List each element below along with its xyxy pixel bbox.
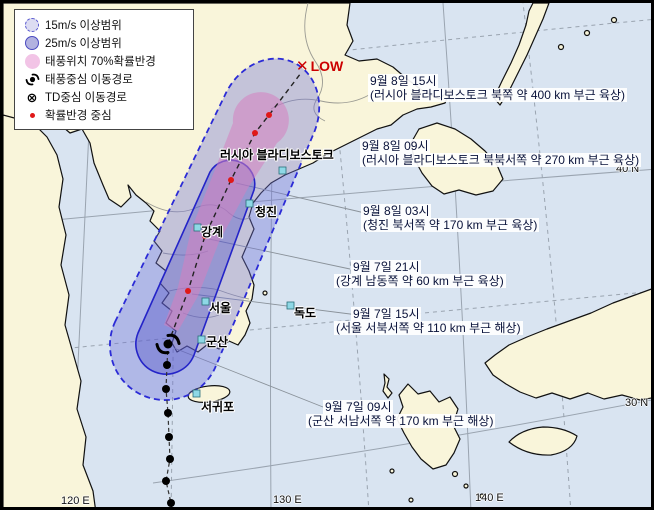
legend-item-70pct: 태풍위치 70%확률반경 [23, 52, 187, 70]
legend-item-15ms: 15m/s 이상범위 [23, 16, 187, 34]
low-pressure-marker: ✕ LOW [296, 57, 343, 75]
legend-item-td-track: ⊗ TD중심 이동경로 [23, 88, 187, 106]
forecast-detail: (군산 서남서쪽 약 170 km 부근 해상) [306, 414, 496, 428]
longitude-label-130e: 130 E [273, 494, 302, 506]
tsushima-island [382, 373, 393, 399]
forecast-annotation-1: 9월 8일 15시 (러시아 블라디보스토크 북쪽 약 400 km 부근 육상… [368, 74, 628, 102]
forecast-time: 9월 8일 09시 [360, 139, 431, 153]
annotation-leader-lines [173, 182, 366, 408]
small-island [583, 29, 591, 37]
forecast-annotation-4: 9월 7일 21시 (강계 남동쪽 약 60 km 부근 육상) [334, 260, 506, 288]
forecast-time: 9월 7일 09시 [323, 400, 394, 414]
small-island [451, 470, 459, 478]
small-island [408, 497, 414, 503]
legend-label: 25m/s 이상범위 [45, 38, 122, 50]
longitude-label-120e: 120 E [61, 495, 90, 507]
city-markers [192, 166, 295, 398]
city-label-dokdo: 독도 [294, 306, 317, 320]
legend-label: 15m/s 이상범위 [45, 20, 122, 32]
forecast-annotation-5: 9월 7일 15시 (서울 서북서쪽 약 110 km 부근 해상) [334, 307, 523, 335]
legend-label: 확률반경 중심 [45, 110, 112, 122]
honshu-island [484, 288, 651, 401]
probability-radius-center-dot-icon [23, 112, 41, 118]
forecast-time: 9월 8일 03시 [361, 204, 432, 218]
city-label-vladivostok: 러시아 블라디보스토크 [220, 148, 334, 162]
city-label-seoul: 서울 [209, 301, 232, 315]
small-island [610, 16, 618, 24]
longitude-label-140e: 140 E [475, 492, 504, 504]
latitude-label-30n: 30 N [625, 397, 649, 409]
china-coast-landmass [3, 114, 96, 507]
forecast-annotation-6: 9월 7일 09시 (군산 서남서쪽 약 170 km 부근 해상) [306, 400, 496, 428]
past-track-dots [162, 361, 175, 507]
typhoon-current-position-icon [155, 333, 181, 355]
city-label-gunsan: 군산 [206, 335, 229, 349]
legend-label: 태풍중심 이동경로 [45, 74, 133, 86]
forecast-detail: (청진 북서쪽 약 170 km 부근 육상) [361, 218, 540, 232]
forecast-center-dots [185, 112, 272, 294]
map-legend: 15m/s 이상범위 25m/s 이상범위 태풍위치 70%확률반경 태풍중심 … [14, 9, 194, 130]
forecast-detail: (강계 남동쪽 약 60 km 부근 육상) [334, 274, 506, 288]
typhoon-center-track-icon [23, 72, 41, 87]
low-label: LOW [310, 58, 344, 74]
city-label-seogwipo: 서귀포 [201, 400, 235, 414]
city-label-ganggye: 강계 [201, 225, 224, 239]
legend-label: 태풍위치 70%확률반경 [45, 56, 156, 68]
forecast-detail: (서울 서북서쪽 약 110 km 부근 해상) [334, 321, 523, 335]
sakhalin-island [493, 3, 550, 106]
forecast-detail: (러시아 블라디보스토크 북쪽 약 400 km 부근 육상) [368, 88, 628, 102]
probability-70pct-band [164, 92, 289, 331]
small-island [463, 483, 469, 489]
ulleungdo-island [262, 290, 268, 296]
small-island [389, 468, 395, 474]
legend-item-25ms: 25m/s 이상범위 [23, 34, 187, 52]
legend-item-typhoon-track: 태풍중심 이동경로 [23, 70, 187, 88]
forecast-time: 9월 7일 21시 [351, 260, 422, 274]
typhoon-position-70pct-circle-icon [23, 53, 41, 69]
td-center-track-icon: ⊗ [26, 89, 38, 105]
city-label-chongjin: 청진 [255, 205, 278, 219]
forecast-time: 9월 7일 15시 [351, 307, 422, 321]
forecast-time: 9월 8일 15시 [368, 74, 439, 88]
shikoku-island [508, 426, 578, 456]
wind-range-25ms-circle-icon [23, 36, 41, 50]
low-x-icon: ✕ [296, 58, 309, 75]
legend-label: TD중심 이동경로 [45, 92, 128, 104]
small-island [557, 43, 565, 51]
forecast-annotation-2: 9월 8일 09시 (러시아 블라디보스토크 북북서쪽 약 270 km 부근 … [360, 139, 642, 167]
wind-range-15ms-circle-icon [23, 18, 41, 32]
forecast-annotation-3: 9월 8일 03시 (청진 북서쪽 약 170 km 부근 육상) [361, 204, 540, 232]
forecast-detail: (러시아 블라디보스토크 북북서쪽 약 270 km 부근 육상) [360, 153, 642, 167]
legend-item-prob-center: 확률반경 중심 [23, 106, 187, 124]
small-island [479, 493, 485, 499]
